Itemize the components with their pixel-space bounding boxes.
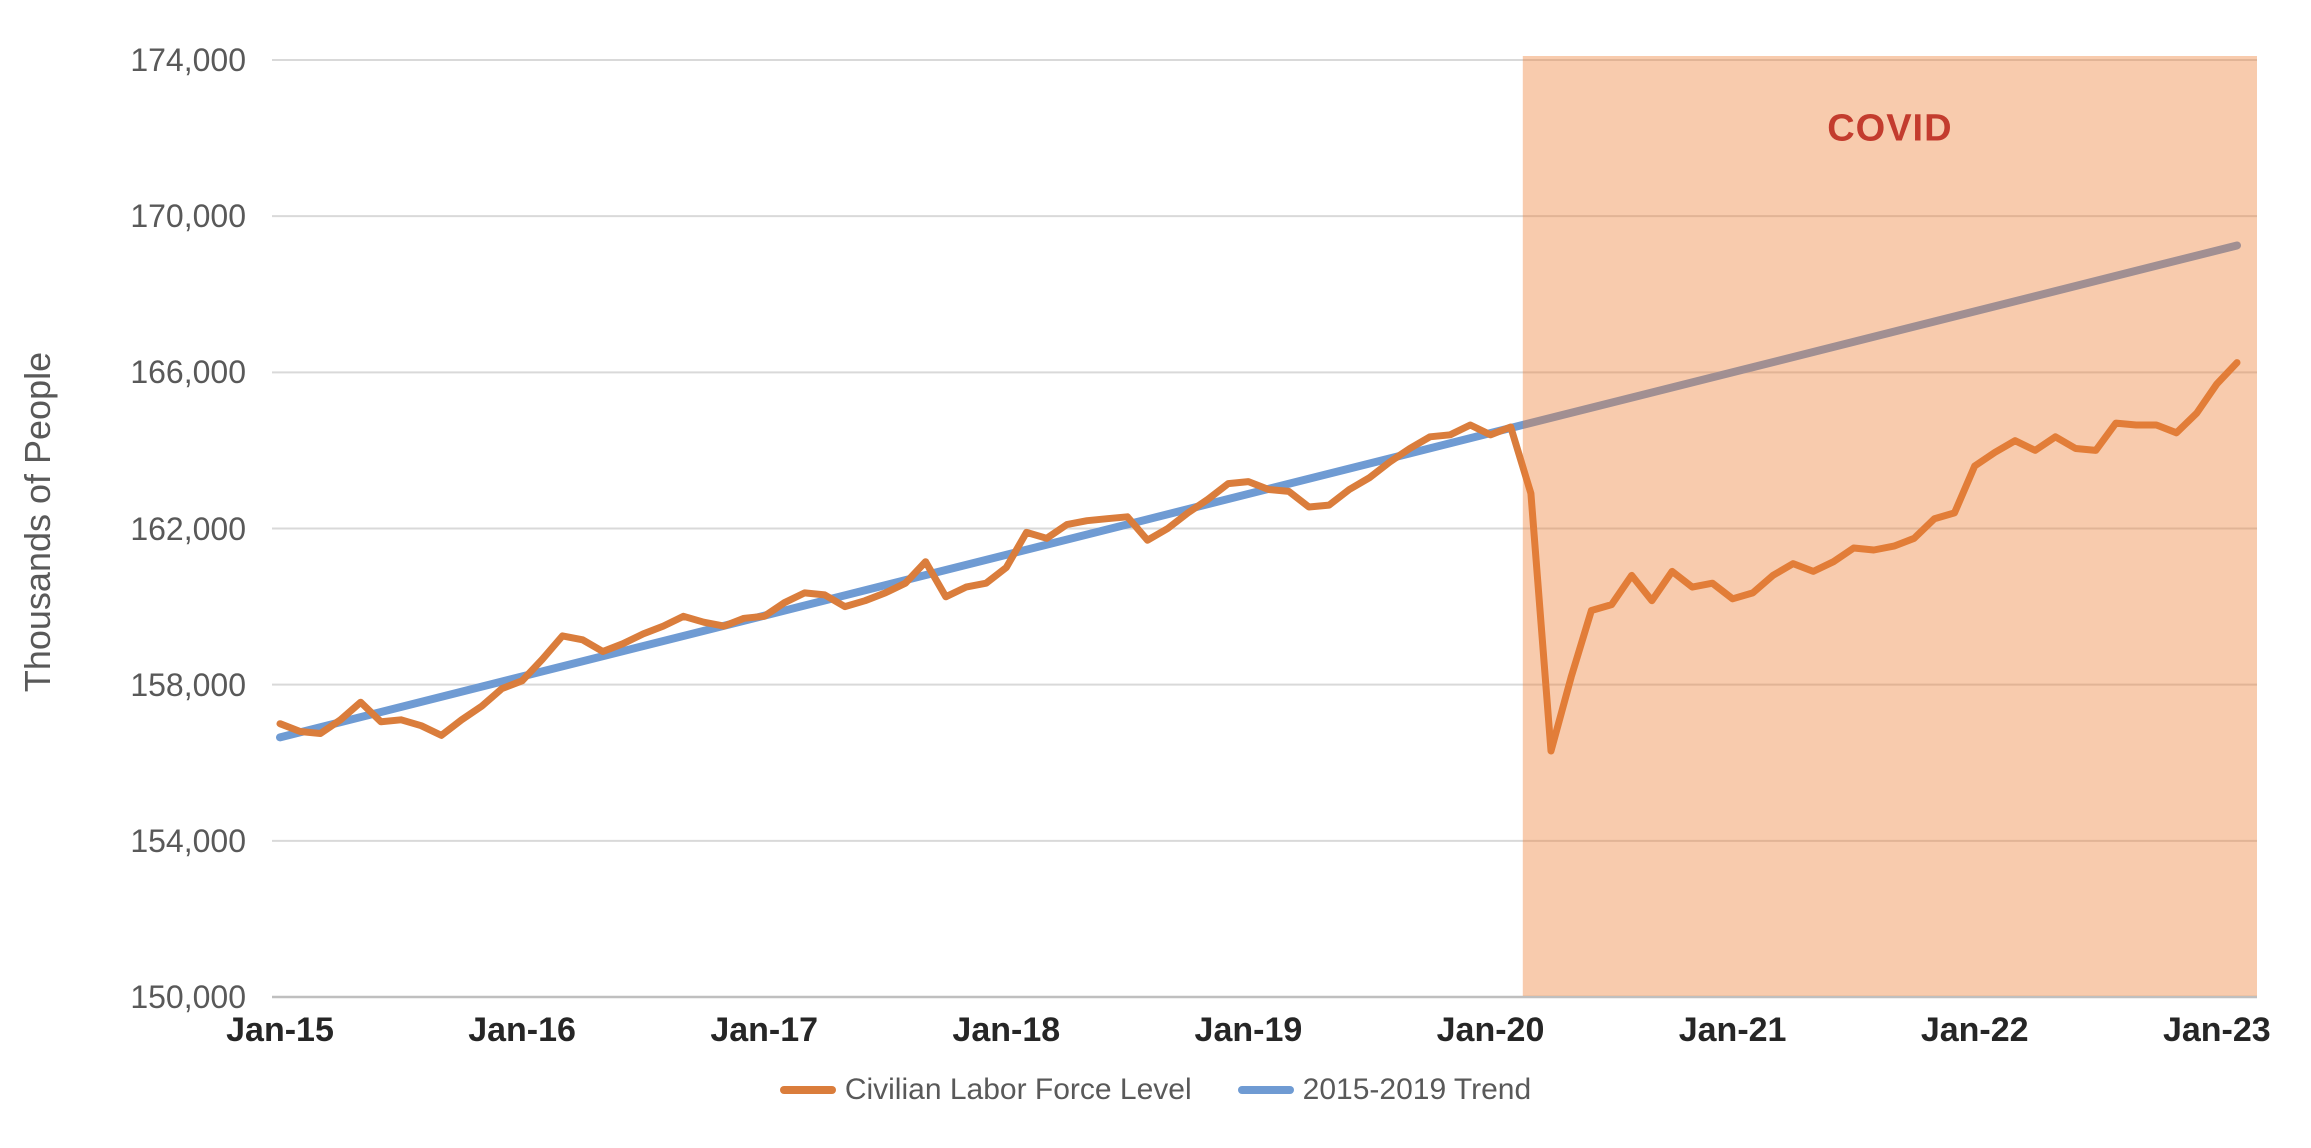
y-tick-label: 162,000 — [130, 510, 246, 547]
covid-shaded-region — [1522, 56, 2257, 996]
chart-legend: Civilian Labor Force Level 2015-2019 Tre… — [0, 1068, 2311, 1112]
legend-item-civilian-labor-force-level: Civilian Labor Force Level — [779, 1073, 1192, 1107]
y-tick-label: 166,000 — [130, 354, 246, 391]
x-tick-label: Jan-21 — [1678, 1011, 1787, 1049]
covid-region-label: COVID — [1827, 107, 1953, 150]
y-tick-label: 170,000 — [130, 198, 246, 235]
x-tick-label: Jan-19 — [1194, 1011, 1303, 1049]
y-tick-label: 150,000 — [130, 979, 246, 1015]
x-tick-label: Jan-18 — [952, 1011, 1061, 1049]
y-tick-label: 174,000 — [130, 42, 246, 78]
x-tick-label: Jan-20 — [1436, 1011, 1545, 1049]
legend-label-2015-2019-trend: 2015-2019 Trend — [1302, 1073, 1532, 1106]
legend-item-2015-2019-trend: 2015-2019 Trend — [1237, 1073, 1532, 1107]
legend-label-civilian-labor-force-level: Civilian Labor Force Level — [844, 1073, 1192, 1106]
x-tick-label: Jan-23 — [2162, 1011, 2271, 1049]
legend-swatch-civilian-labor-force-level — [779, 1086, 836, 1094]
trend-line-2015-2019 — [276, 241, 2241, 742]
y-tick-label: 158,000 — [130, 666, 246, 703]
x-tick-label: Jan-15 — [226, 1011, 334, 1049]
x-tick-label: Jan-22 — [1920, 1011, 2029, 1049]
civilian-labor-force-line — [276, 359, 2241, 755]
x-tick-label: Jan-17 — [710, 1011, 819, 1049]
x-tick-label: Jan-16 — [468, 1011, 576, 1049]
y-tick-label: 154,000 — [130, 822, 246, 859]
legend-swatch-2015-2019-trend — [1237, 1086, 1294, 1094]
